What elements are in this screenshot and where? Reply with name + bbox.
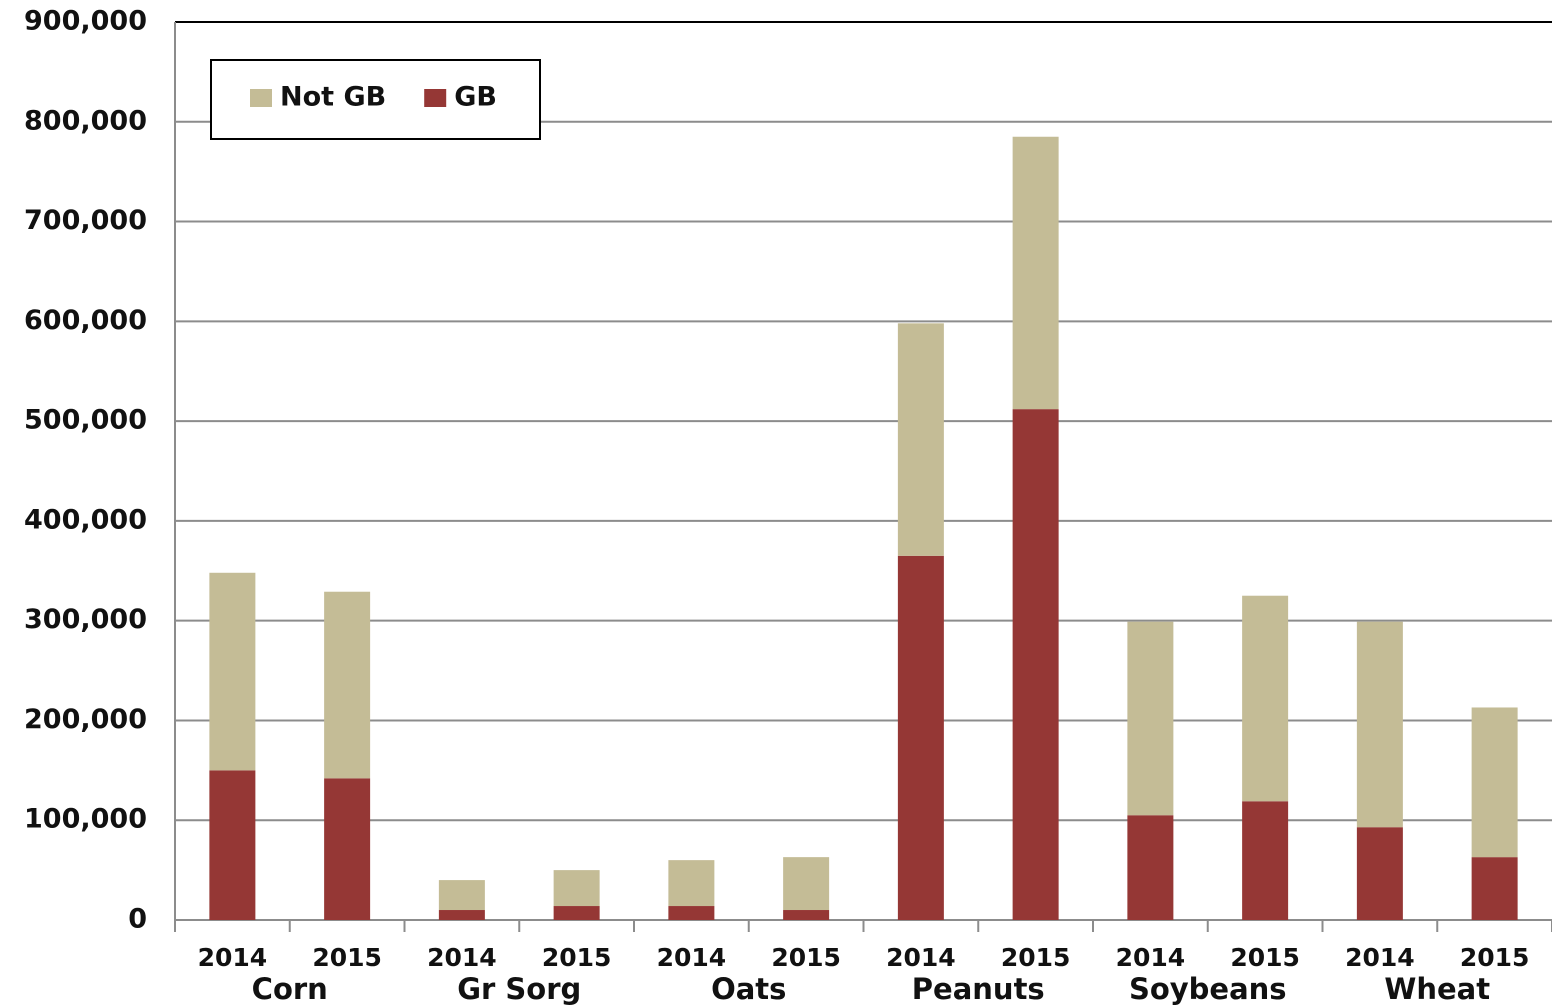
x-tick-label: 2014	[1116, 943, 1186, 972]
bar-segment	[783, 910, 830, 920]
y-tick-label: 400,000	[24, 504, 147, 535]
y-tick-label: 300,000	[24, 604, 147, 635]
bar-segment	[1127, 621, 1174, 816]
bar-segment	[1127, 815, 1174, 920]
group-label: Soybeans	[1129, 972, 1287, 1006]
y-tick-label: 0	[128, 904, 147, 935]
bar-segment	[1242, 801, 1289, 920]
y-tick-label: 800,000	[24, 105, 147, 136]
legend-swatch	[424, 89, 447, 107]
bar-segment	[209, 572, 256, 771]
bar-segment	[1242, 595, 1289, 802]
bar-segment	[324, 591, 371, 779]
group-label: Peanuts	[912, 972, 1045, 1006]
y-tick-label: 900,000	[24, 6, 147, 37]
legend-label: GB	[454, 82, 497, 113]
bar-segment	[553, 906, 600, 920]
legend-swatch	[250, 89, 272, 107]
bar-segment	[1012, 409, 1059, 920]
bar-segment	[783, 857, 830, 911]
bar-segment	[668, 860, 715, 907]
y-tick-label: 500,000	[24, 405, 147, 436]
x-tick-label: 2014	[1345, 943, 1415, 972]
bar-segment	[324, 778, 371, 920]
bar-segment	[438, 880, 485, 911]
bar-segment	[1471, 707, 1518, 858]
bar-segment	[668, 906, 715, 920]
x-tick-label: 2015	[312, 943, 382, 972]
bar-segment	[897, 555, 944, 920]
bar-segment	[1012, 136, 1059, 410]
x-tick-label: 2014	[427, 943, 497, 972]
x-tick-label: 2015	[542, 943, 612, 972]
bar-segment	[209, 770, 256, 920]
bar-segment	[438, 910, 485, 920]
x-tick-label: 2015	[1230, 943, 1300, 972]
x-tick-label: 2014	[198, 943, 268, 972]
group-label: Corn	[252, 972, 328, 1006]
x-tick-label: 2014	[886, 943, 956, 972]
bar-segment	[1471, 857, 1518, 920]
legend-label: Not GB	[280, 82, 386, 113]
group-label: Oats	[711, 972, 786, 1006]
x-tick-label: 2014	[657, 943, 727, 972]
bar-segment	[1356, 621, 1403, 828]
y-tick-label: 600,000	[24, 305, 147, 336]
bar-segment	[897, 323, 944, 556]
bar-segment	[553, 870, 600, 907]
bar-segment	[1356, 827, 1403, 920]
y-tick-label: 200,000	[24, 704, 147, 735]
group-label: Gr Sorg	[457, 972, 581, 1006]
y-tick-label: 700,000	[24, 205, 147, 236]
x-tick-label: 2015	[1460, 943, 1530, 972]
x-tick-label: 2015	[771, 943, 841, 972]
group-label: Wheat	[1384, 972, 1490, 1006]
y-tick-label: 100,000	[24, 804, 147, 835]
x-tick-label: 2015	[1001, 943, 1071, 972]
